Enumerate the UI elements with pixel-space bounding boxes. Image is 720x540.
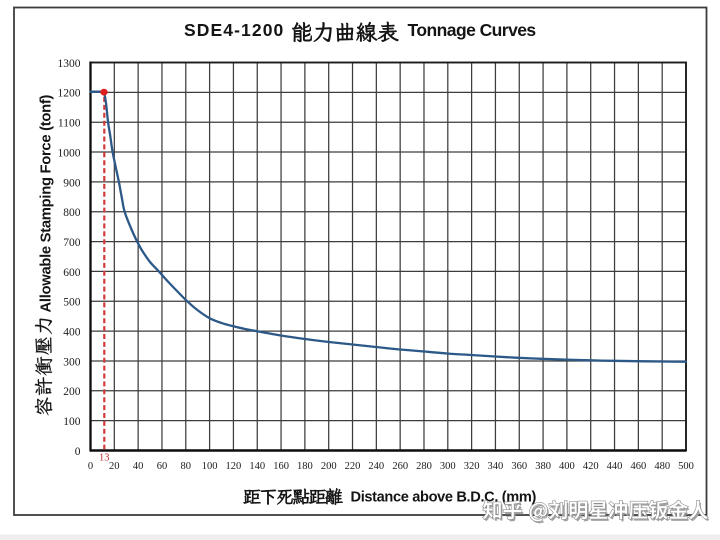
- svg-text:700: 700: [63, 237, 81, 249]
- svg-text:260: 260: [392, 461, 408, 472]
- svg-text:420: 420: [583, 461, 599, 472]
- svg-text:0: 0: [88, 461, 93, 472]
- svg-text:480: 480: [654, 461, 670, 472]
- svg-text:200: 200: [321, 461, 337, 472]
- svg-text:460: 460: [631, 461, 647, 472]
- svg-text:160: 160: [273, 461, 289, 472]
- svg-text:440: 440: [607, 461, 623, 472]
- svg-text:0: 0: [75, 446, 81, 458]
- svg-text:1300: 1300: [58, 58, 81, 70]
- svg-text:Distance above B.D.C. (mm): Distance above B.D.C. (mm): [351, 490, 537, 506]
- svg-text:100: 100: [202, 461, 218, 472]
- svg-text:180: 180: [297, 461, 313, 472]
- svg-text:120: 120: [226, 461, 242, 472]
- svg-text:80: 80: [181, 461, 192, 472]
- svg-text:40: 40: [133, 461, 144, 472]
- svg-text:500: 500: [63, 297, 81, 309]
- svg-text:13: 13: [99, 453, 110, 464]
- svg-text:900: 900: [63, 177, 81, 189]
- svg-text:300: 300: [63, 356, 81, 368]
- svg-text:1000: 1000: [58, 147, 81, 159]
- svg-text:300: 300: [440, 461, 456, 472]
- svg-text:100: 100: [63, 416, 81, 428]
- svg-text:600: 600: [63, 267, 81, 279]
- svg-text:340: 340: [488, 461, 504, 472]
- svg-text:SDE4-1200: SDE4-1200: [184, 20, 284, 40]
- svg-text:140: 140: [249, 461, 265, 472]
- svg-text:320: 320: [464, 461, 480, 472]
- svg-text:240: 240: [368, 461, 384, 472]
- svg-text:360: 360: [511, 461, 527, 472]
- svg-text:400: 400: [559, 461, 575, 472]
- svg-text:500: 500: [678, 461, 694, 472]
- svg-text:220: 220: [345, 461, 361, 472]
- svg-text:800: 800: [63, 207, 81, 219]
- svg-text:60: 60: [157, 461, 168, 472]
- svg-text:1200: 1200: [58, 88, 81, 100]
- svg-text:380: 380: [535, 461, 551, 472]
- svg-text:400: 400: [63, 327, 81, 339]
- svg-text:200: 200: [63, 386, 81, 398]
- svg-text:20: 20: [109, 461, 120, 472]
- svg-text:280: 280: [416, 461, 432, 472]
- svg-text:Tonnage Curves: Tonnage Curves: [408, 20, 537, 40]
- svg-text:1100: 1100: [58, 118, 81, 130]
- svg-text:Allowable Stamping Force (tonf: Allowable Stamping Force (tonf): [38, 95, 54, 313]
